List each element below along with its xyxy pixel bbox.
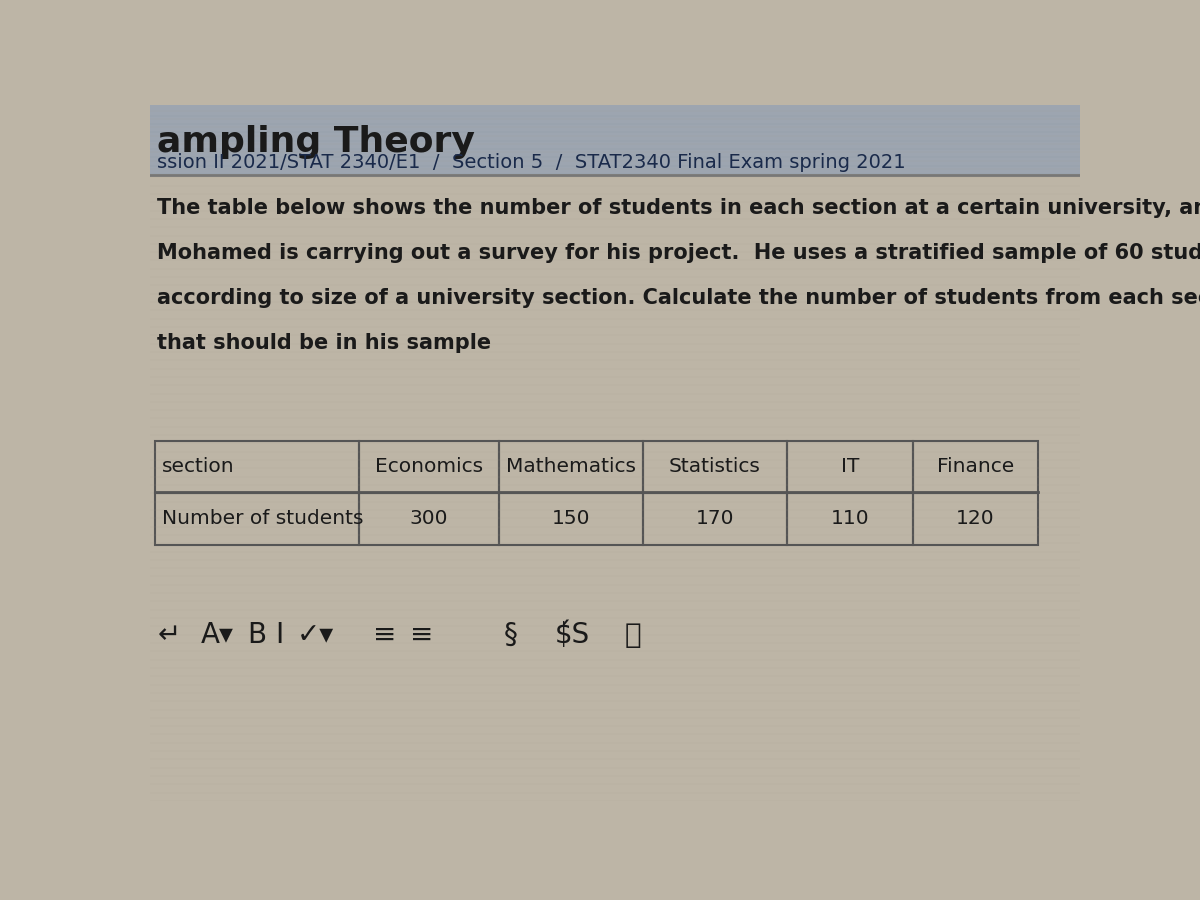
FancyBboxPatch shape <box>150 104 1080 174</box>
Bar <box>499 441 643 492</box>
Text: Mathematics: Mathematics <box>506 457 636 476</box>
Bar <box>499 492 643 544</box>
Text: 150: 150 <box>552 509 590 528</box>
Bar <box>787 441 913 492</box>
Text: Mohamed is carrying out a survey for his project.  He uses a stratified sample o: Mohamed is carrying out a survey for his… <box>157 243 1200 263</box>
Text: 300: 300 <box>409 509 449 528</box>
Text: Finance: Finance <box>937 457 1014 476</box>
Text: that should be in his sample: that should be in his sample <box>157 333 492 353</box>
Text: I: I <box>276 621 284 649</box>
Text: §: § <box>504 621 517 649</box>
Bar <box>787 492 913 544</box>
Bar <box>155 492 359 544</box>
Text: ⛳: ⛳ <box>624 621 641 649</box>
Bar <box>643 441 787 492</box>
Text: ↵: ↵ <box>157 621 181 649</box>
Bar <box>643 492 787 544</box>
Text: Statistics: Statistics <box>670 457 761 476</box>
Text: B: B <box>247 621 266 649</box>
Text: Economics: Economics <box>374 457 484 476</box>
Text: ≡: ≡ <box>410 621 433 649</box>
Bar <box>359 441 499 492</box>
Text: 120: 120 <box>956 509 995 528</box>
Text: ✓▾: ✓▾ <box>296 621 334 649</box>
Text: IT: IT <box>841 457 859 476</box>
Bar <box>913 492 1038 544</box>
Text: 170: 170 <box>696 509 734 528</box>
Text: ssion II 2021/STAT 2340/E1  /  Section 5  /  STAT2340 Final Exam spring 2021: ssion II 2021/STAT 2340/E1 / Section 5 /… <box>157 153 906 172</box>
Text: Number of students: Number of students <box>162 509 364 528</box>
Bar <box>913 441 1038 492</box>
Text: section: section <box>162 457 235 476</box>
Bar <box>155 441 359 492</box>
Text: ≡: ≡ <box>373 621 396 649</box>
Text: The table below shows the number of students in each section at a certain univer: The table below shows the number of stud… <box>157 198 1200 218</box>
Text: 110: 110 <box>830 509 869 528</box>
Text: according to size of a university section. Calculate the number of students from: according to size of a university sectio… <box>157 288 1200 308</box>
Bar <box>359 492 499 544</box>
Text: ampling Theory: ampling Theory <box>157 125 475 159</box>
Text: $́S: $́S <box>554 621 589 649</box>
Text: A▾: A▾ <box>202 621 234 649</box>
